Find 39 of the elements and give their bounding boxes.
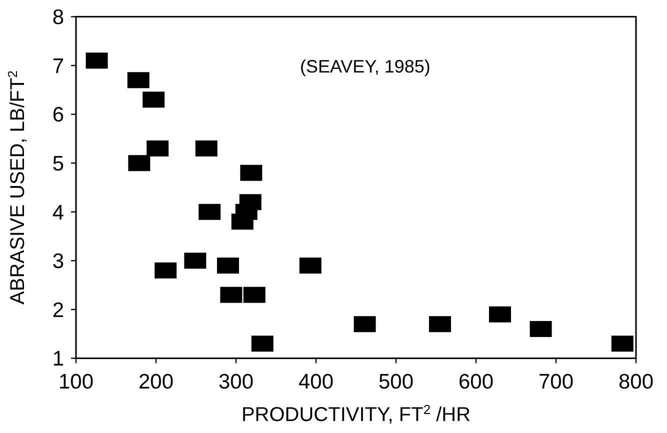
x-tick-label: 800	[618, 370, 654, 394]
point	[611, 336, 634, 352]
point	[198, 204, 221, 220]
y-tick-label: 2	[52, 298, 64, 322]
point	[489, 306, 511, 322]
y-tick-label: 3	[52, 250, 64, 274]
y-tick-label: 5	[52, 152, 64, 176]
point	[86, 52, 108, 69]
point	[142, 92, 165, 108]
x-tick-label: 400	[298, 370, 334, 394]
x-tick-label: 300	[218, 370, 254, 394]
point	[146, 140, 169, 156]
annotation: (SEAVEY, 1985)	[300, 56, 430, 77]
y-tick-label: 8	[52, 6, 64, 30]
point	[429, 316, 451, 332]
point	[154, 262, 177, 278]
point	[299, 258, 322, 274]
point	[128, 155, 150, 172]
point	[231, 214, 254, 230]
point	[240, 164, 262, 181]
point	[354, 316, 376, 332]
x-tick-label: 500	[378, 370, 414, 394]
x-tick-label: 600	[458, 370, 494, 394]
y-tick-label: 6	[52, 104, 64, 127]
point	[251, 336, 274, 352]
point	[217, 258, 239, 274]
x-tick-label: 200	[138, 370, 174, 394]
point	[195, 140, 218, 156]
x-tick-label: 700	[538, 370, 574, 394]
point	[127, 72, 150, 88]
y-tick-label: 7	[52, 54, 64, 78]
point	[530, 321, 552, 338]
y-tick-label: 1	[52, 348, 64, 371]
point	[184, 252, 206, 269]
point	[220, 286, 242, 303]
x-axis-title: PRODUCTIVITY, FT$^{2}$ /HR	[241, 402, 471, 426]
y-tick-label: 4	[52, 201, 64, 224]
x-tick-label: 100	[58, 370, 94, 394]
point	[243, 286, 266, 303]
